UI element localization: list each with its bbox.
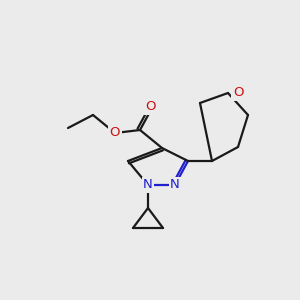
Text: O: O <box>110 127 120 140</box>
Text: N: N <box>170 178 180 191</box>
Text: O: O <box>233 86 243 100</box>
Text: O: O <box>145 100 155 113</box>
Text: N: N <box>143 178 153 191</box>
